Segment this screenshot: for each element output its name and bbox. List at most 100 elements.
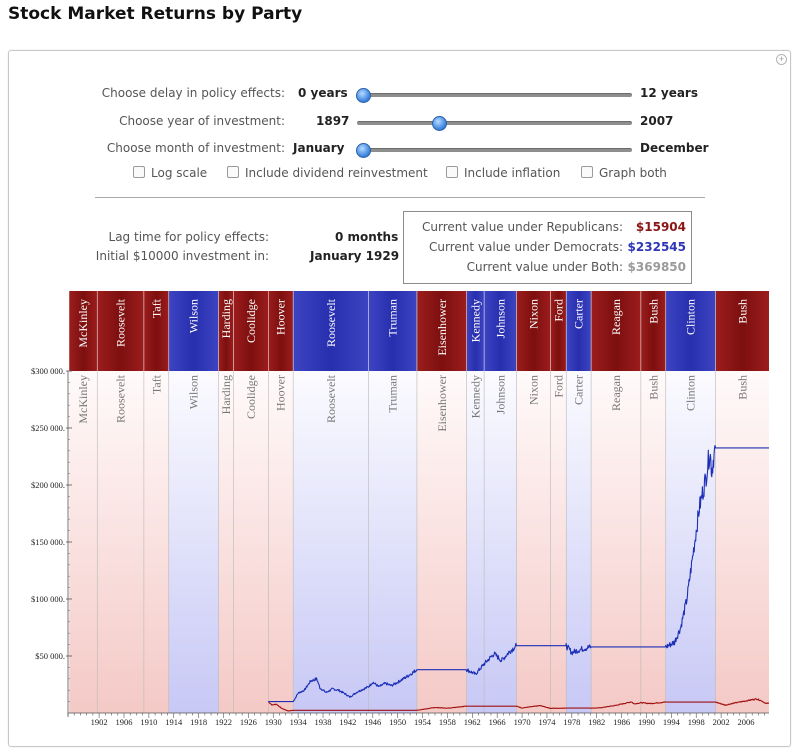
president-band [168,291,219,371]
president-band-label: Truman [386,299,400,337]
x-tick-label: 1994 [663,717,681,727]
x-tick-label: 1918 [190,717,207,727]
president-term-label: Kennedy [468,375,482,418]
x-tick-label: 1914 [165,717,183,727]
dem-value: $232545 [627,240,686,254]
month-max-label: December [640,141,709,155]
year-max-label: 2007 [640,114,674,128]
president-band [293,291,369,371]
delay-label: Choose delay in policy effects: [101,86,285,100]
president-term-label: Reagan [609,375,623,411]
x-tick-label: 1942 [339,717,356,727]
month-min-label: January [293,141,345,155]
president-band [268,291,294,371]
x-tick-label: 1962 [464,717,481,727]
term-background [168,371,219,713]
month-slider-thumb[interactable] [356,143,371,158]
y-tick-label: $250 000. [31,423,65,433]
log-scale-label: Log scale [151,166,208,180]
x-tick-label: 1982 [588,717,605,727]
president-band [715,291,769,371]
president-band [218,291,234,371]
president-band-label: Hoover [274,299,288,335]
inflation-label: Include inflation [464,166,561,180]
controls-divider [95,197,705,198]
president-band-label: Johnson [493,299,507,338]
president-band-label: Clinton [684,299,698,335]
president-band-label: Reagan [609,299,623,335]
x-tick-label: 1938 [315,717,332,727]
dem-value-label: Current value under Democrats: [429,240,623,254]
term-background [591,371,641,713]
x-tick-label: 1986 [613,717,630,727]
president-term-label: Ford [551,375,565,398]
y-tick-label: $200 000. [31,480,65,490]
president-band [416,291,467,371]
initial-investment-label: Initial $10000 investment in: [95,249,269,263]
term-background [293,371,369,713]
president-band [233,291,269,371]
president-band [69,291,98,371]
president-band-label: Harding [219,299,233,338]
democrats-series-line [268,444,770,703]
x-tick-label: 1946 [364,717,381,727]
year-slider-thumb[interactable] [431,116,447,131]
term-background [566,371,592,713]
dividend-checkbox[interactable]: Include dividend reinvestment [227,166,428,180]
x-tick-label: 1998 [688,717,705,727]
president-term-label: Coolidge [244,375,258,419]
term-background [516,371,551,713]
president-term-label: Clinton [684,375,698,411]
graph-both-checkbox[interactable]: Graph both [581,166,667,180]
president-term-label: Bush [646,375,660,400]
president-band [143,291,169,371]
president-term-label: Johnson [493,375,507,414]
log-scale-checkbox[interactable]: Log scale [133,166,207,180]
initial-investment-value: January 1929 [310,249,400,263]
graph-both-label: Graph both [599,166,667,180]
y-tick-label: $150 000. [31,537,65,547]
president-term-label: Eisenhower [435,375,449,432]
rep-value-label: Current value under Republicans: [422,220,623,234]
president-term-label: Harding [219,375,233,414]
delay-min-label: 0 years [298,86,348,100]
president-band-label: Coolidge [244,299,258,343]
lag-time-value: 0 months [335,230,399,244]
y-tick-label: $50 000. [35,651,65,661]
x-tick-label: 1958 [439,717,456,727]
president-term-label: Roosevelt [324,374,338,423]
president-band-label: Bush [646,299,660,324]
delay-slider[interactable] [356,88,632,103]
x-tick-label: 1970 [514,717,531,727]
president-band-label: Nixon [527,299,541,329]
month-slider[interactable] [356,143,632,158]
president-band [566,291,592,371]
president-band [484,291,517,371]
checkbox-icon[interactable] [581,166,593,178]
delay-slider-thumb[interactable] [356,88,371,103]
term-background [466,371,485,713]
x-tick-label: 1990 [638,717,655,727]
president-term-label: Truman [386,375,400,413]
year-slider[interactable] [357,116,632,131]
president-band [665,291,716,371]
x-tick-label: 1966 [489,717,506,727]
checkbox-icon[interactable] [133,166,145,178]
president-term-label: McKinley [76,375,90,424]
term-background [218,371,234,713]
president-band [516,291,551,371]
rep-value: $15904 [635,220,686,234]
x-tick-label: 1922 [215,717,232,727]
term-background [484,371,517,713]
panel-options-icon[interactable]: + [776,54,787,65]
inflation-checkbox[interactable]: Include inflation [446,166,560,180]
president-band-label: Kennedy [468,299,482,342]
checkbox-icon[interactable] [227,166,239,178]
y-tick-label: $100 000. [31,594,65,604]
checkbox-icon[interactable] [446,166,458,178]
x-tick-label: 2006 [737,717,754,727]
president-band-label: Taft [149,298,163,318]
president-term-label: Bush [735,375,749,400]
both-value-label: Current value under Both: [466,260,623,274]
